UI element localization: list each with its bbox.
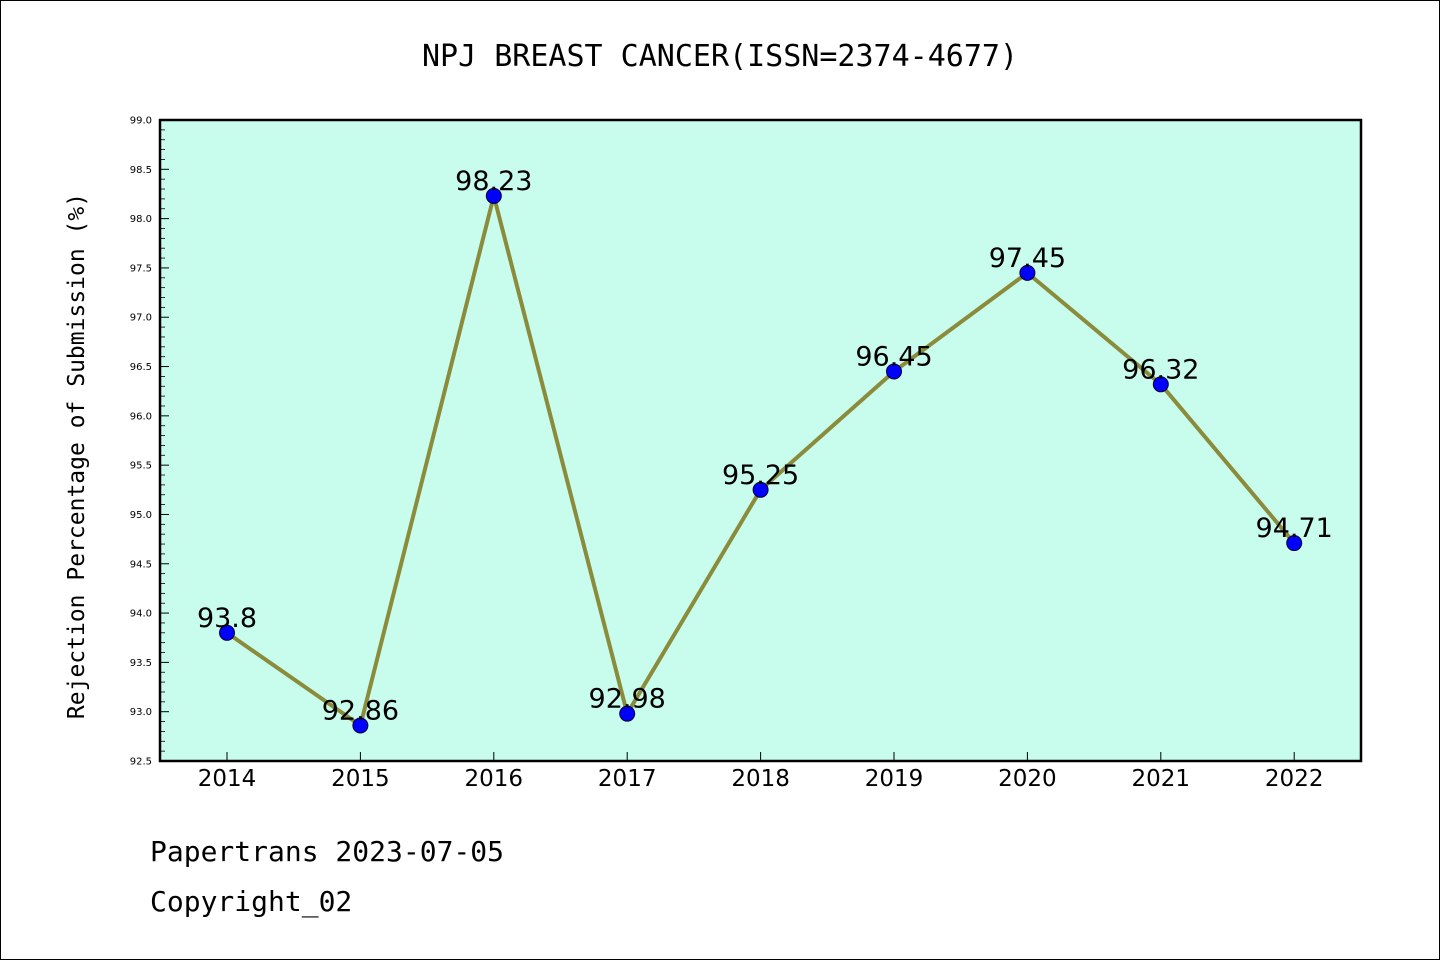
chart-title: NPJ BREAST CANCER(ISSN=2374-4677): [422, 39, 1018, 74]
y-tick-label: 93.5: [130, 658, 152, 669]
y-axis: 92.5 93.0 93.5 94.0 94.5 95.0 95.5 96.0 96.5 97.0…: [130, 116, 169, 768]
x-axis: 2014 2015 2016 2017 2018 2019 2020 2021 2022: [198, 752, 1324, 792]
x-tick-label: 2015: [331, 766, 390, 792]
x-tick-label: 2022: [1265, 766, 1324, 792]
x-tick-label: 2014: [198, 766, 257, 792]
data-label: 95.25: [722, 460, 799, 491]
data-label: 92.86: [322, 695, 399, 726]
x-tick-label: 2018: [731, 766, 790, 792]
data-point: [1152, 376, 1169, 393]
x-tick-label: 2016: [465, 766, 524, 792]
y-tick-label: 97.5: [130, 263, 152, 274]
y-tick-label: 98.0: [130, 214, 152, 225]
plot-border: [158, 118, 1363, 763]
data-point: [1286, 535, 1303, 552]
x-tick-label: 2021: [1132, 766, 1191, 792]
y-tick-label: 94.5: [130, 559, 152, 570]
copyright-text: Copyright_02: [150, 885, 353, 918]
y-tick-label: 94.0: [130, 609, 152, 620]
data-label: 97.45: [989, 243, 1066, 274]
y-tick-label: 95.5: [130, 461, 152, 472]
y-tick-label: 93.0: [130, 707, 152, 718]
data-label: 93.8: [197, 603, 257, 634]
data-point: [752, 481, 769, 498]
data-label: 96.32: [1122, 354, 1199, 385]
data-point: [886, 363, 902, 380]
x-tick-label: 2020: [998, 766, 1057, 792]
y-tick-label: 98.5: [130, 165, 152, 176]
data-point: [485, 187, 502, 204]
data-point: [1019, 264, 1036, 281]
x-tick-label: 2019: [865, 766, 924, 792]
data-label: 98.23: [455, 166, 532, 197]
y-tick-label: 97.0: [130, 313, 152, 324]
y-tick-label: 95.0: [130, 510, 152, 521]
y-tick-label: 96.5: [130, 362, 152, 373]
data-point: [619, 705, 636, 722]
data-label: 94.71: [1256, 513, 1333, 544]
source-date-text: Papertrans 2023-07-05: [150, 835, 505, 868]
series-layer: 93.8 92.86 98.23 92.98 95.25 96.45 97.45 96.32 9…: [197, 166, 1333, 734]
data-label: 96.45: [855, 341, 932, 372]
plot-area: [160, 120, 1361, 761]
data-point: [352, 717, 369, 734]
y-axis-label: Rejection Percentage of Submission (%): [64, 193, 90, 719]
x-tick-label: 2017: [598, 766, 657, 792]
y-tick-label: 96.0: [130, 411, 152, 422]
data-point: [219, 624, 235, 641]
y-tick-label: 99.0: [130, 116, 152, 127]
y-tick-label: 92.5: [130, 757, 152, 768]
data-label: 92.98: [589, 684, 666, 715]
